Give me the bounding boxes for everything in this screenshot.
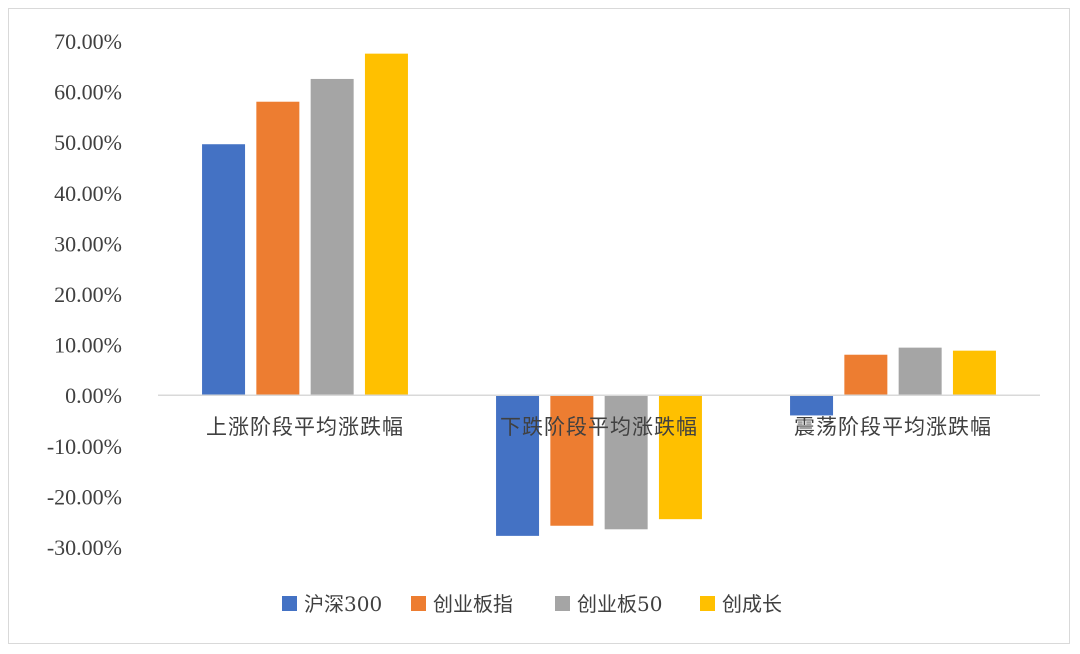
bar [790,395,834,416]
bar [256,101,300,396]
legend-label: 创成长 [722,592,782,616]
legend-label: 创业板指 [433,592,513,616]
bar [658,395,702,520]
legend-label: 创业板50 [577,592,662,616]
category-label: 下跌阶段平均涨跌幅 [500,415,698,439]
bar [202,144,246,396]
y-tick-label: 10.00% [54,333,122,358]
legend: 沪深300 创业板指 创业板50 创成长 [282,592,782,616]
legend-swatch [282,596,297,611]
y-tick-label: 50.00% [54,130,122,155]
y-tick-label: 0.00% [65,383,122,408]
bar [364,53,408,396]
bar [952,350,996,396]
legend-swatch [555,596,570,611]
y-tick-label: -10.00% [47,434,122,459]
y-tick-label: -30.00% [47,535,122,560]
y-tick-label: 30.00% [54,231,122,256]
legend-swatch [411,596,426,611]
bar [310,78,354,396]
legend-label: 沪深300 [304,592,382,616]
chart-frame [8,8,1070,644]
y-tick-label: -20.00% [47,484,122,509]
bars [202,53,996,536]
y-tick-label: 60.00% [54,80,122,105]
category-label: 震荡阶段平均涨跌幅 [794,415,992,439]
bar [496,395,540,536]
category-label: 上涨阶段平均涨跌幅 [206,415,404,439]
bar [550,395,594,526]
bar [604,395,648,530]
y-axis-ticks: 70.00% 60.00% 50.00% 40.00% 30.00% 20.00% 10.0… [47,29,122,560]
bar [898,347,942,396]
bar [844,354,888,396]
y-tick-label: 70.00% [54,29,122,54]
category-labels: 上涨阶段平均涨跌幅 下跌阶段平均涨跌幅 震荡阶段平均涨跌幅 [206,415,992,439]
legend-swatch [700,596,715,611]
y-tick-label: 40.00% [54,181,122,206]
y-tick-label: 20.00% [54,282,122,307]
